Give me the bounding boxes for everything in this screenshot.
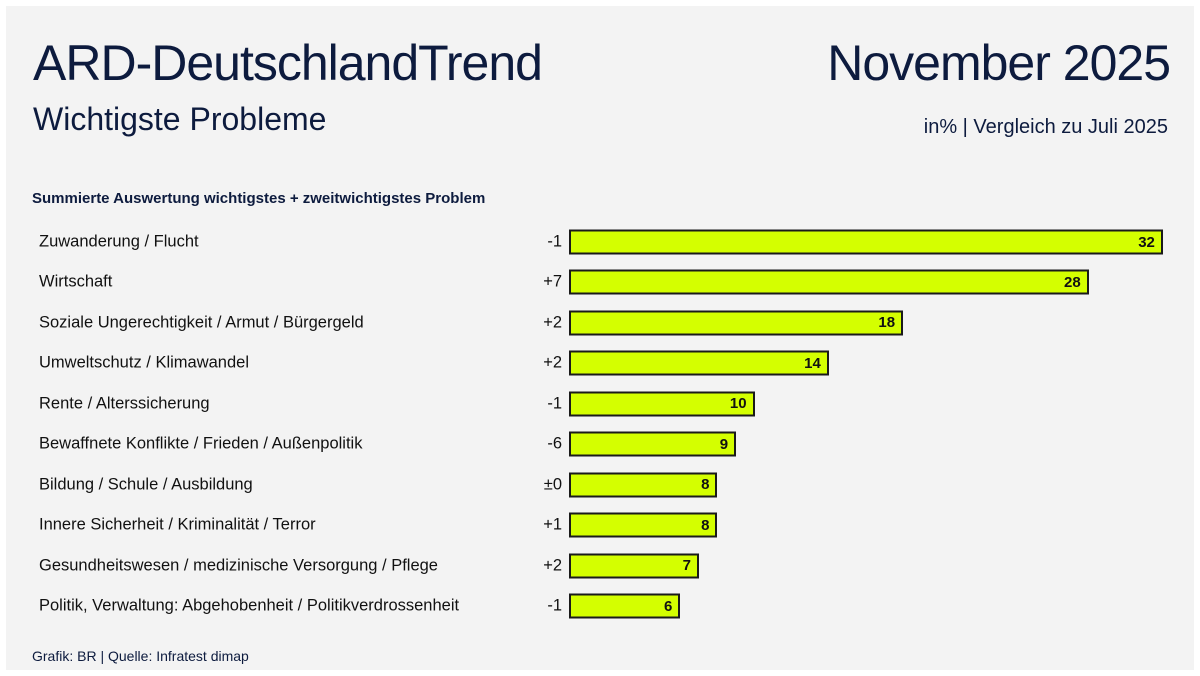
value-label: 10 — [729, 395, 747, 413]
bar: 9 — [569, 431, 737, 457]
value-label: 7 — [682, 557, 691, 575]
category-label: Zuwanderung / Flucht — [39, 232, 199, 251]
category-label: Politik, Verwaltung: Abgehobenheit / Pol… — [39, 596, 460, 615]
bar: 6 — [569, 593, 681, 619]
value-label: 18 — [878, 314, 896, 332]
value-label: 32 — [1138, 233, 1155, 251]
value-label: 8 — [701, 516, 710, 534]
change-label: ±0 — [543, 475, 562, 494]
page-title: ARD-DeutschlandTrend — [33, 35, 543, 91]
chart-card: ARD-DeutschlandTrend November 2025 Wicht… — [6, 6, 1194, 670]
bar: 18 — [569, 310, 904, 336]
change-label: +2 — [543, 353, 562, 372]
bar: 28 — [569, 269, 1089, 295]
source-note: Grafik: BR | Quelle: Infratest dimap — [32, 648, 249, 664]
value-label: 14 — [804, 354, 821, 372]
change-label: +2 — [543, 313, 562, 332]
change-label: -1 — [547, 232, 562, 251]
chart-title: Summierte Auswertung wichtigstes + zweit… — [32, 190, 486, 207]
category-label: Umweltschutz / Klimawandel — [39, 353, 249, 372]
bar: 10 — [569, 391, 755, 417]
category-label: Bewaffnete Konflikte / Frieden / Außenpo… — [39, 434, 363, 453]
bar: 7 — [569, 553, 699, 579]
category-label: Wirtschaft — [39, 272, 113, 291]
change-label: +2 — [543, 556, 562, 575]
value-label: 6 — [664, 597, 673, 615]
bar: 32 — [569, 229, 1163, 255]
change-label: -1 — [547, 394, 562, 413]
category-label: Gesundheitswesen / medizinische Versorgu… — [39, 556, 438, 575]
category-label: Innere Sicherheit / Kriminalität / Terro… — [39, 515, 316, 534]
change-label: -1 — [547, 596, 562, 615]
category-label: Rente / Alterssicherung — [39, 394, 210, 413]
bar: 8 — [569, 472, 718, 498]
date-heading: November 2025 — [827, 35, 1171, 91]
value-label: 9 — [719, 435, 729, 453]
change-label: +1 — [543, 515, 562, 534]
category-label: Soziale Ungerechtigkeit / Armut / Bürger… — [39, 313, 364, 332]
value-label: 8 — [701, 476, 710, 494]
change-label: -6 — [547, 434, 562, 453]
bar: 14 — [569, 350, 829, 376]
bar: 8 — [569, 512, 718, 538]
category-label: Bildung / Schule / Ausbildung — [39, 475, 253, 494]
value-label: 28 — [1063, 273, 1081, 291]
unit-note: in% | Vergleich zu Juli 2025 — [923, 116, 1168, 138]
page-subtitle: Wichtigste Probleme — [33, 101, 327, 137]
change-label: +7 — [543, 272, 562, 291]
